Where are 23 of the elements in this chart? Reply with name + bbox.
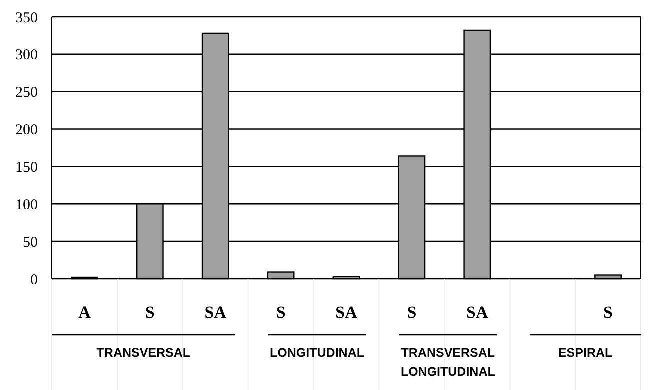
y-tick-label: 250 — [16, 85, 38, 102]
y-tick-label: 0 — [30, 272, 38, 288]
y-tick-label: 350 — [16, 10, 38, 26]
x-tick-label: S — [604, 303, 614, 322]
x-tick-label: S — [407, 303, 417, 322]
x-tick-label: SA — [336, 303, 358, 322]
x-tick-label: SA — [466, 303, 489, 322]
text: LONGITUDINAL — [270, 346, 365, 360]
text: TRANSVERSAL LONGITUDINAL — [400, 346, 496, 379]
y-tick-label: 200 — [16, 122, 38, 139]
x-tick-label: S — [145, 303, 155, 322]
y-tick-label: 300 — [16, 48, 38, 64]
text: ESPIRAL — [558, 346, 613, 360]
x-tick-label: A — [78, 303, 92, 322]
y-tick-label: 100 — [16, 197, 38, 214]
x-tick-label: S — [276, 303, 286, 322]
bar — [594, 274, 622, 280]
text: TRANSVERSAL — [96, 346, 191, 360]
y-tick-label: 50 — [23, 234, 38, 251]
bar — [267, 272, 295, 280]
bar — [332, 276, 360, 280]
y-tick-label: 150 — [16, 160, 38, 176]
x-tick-label: SA — [204, 303, 228, 322]
